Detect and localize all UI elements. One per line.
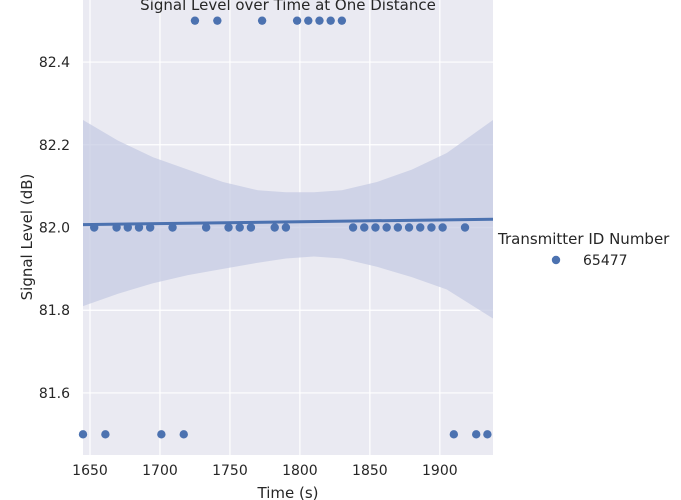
data-point: [224, 223, 233, 232]
confidence-band: [83, 120, 493, 319]
data-point: [449, 430, 459, 439]
data-point: [168, 223, 177, 232]
data-point: [304, 16, 313, 25]
data-point: [337, 16, 347, 25]
legend-title: Transmitter ID Number: [497, 230, 670, 248]
data-point: [89, 223, 99, 232]
data-point: [179, 430, 188, 439]
x-tick-label: 1750: [212, 463, 248, 479]
data-point: [145, 223, 155, 232]
x-tick-label: 1850: [352, 463, 388, 479]
data-point: [78, 430, 88, 439]
data-point: [416, 223, 425, 232]
data-point: [371, 223, 380, 232]
data-point: [190, 16, 200, 25]
data-point: [438, 223, 447, 232]
data-point: [382, 223, 391, 232]
legend-entry-65477: 65477: [583, 253, 628, 269]
data-point: [270, 223, 279, 232]
x-tick-label: 1900: [422, 463, 458, 479]
data-point: [360, 223, 369, 232]
data-point: [404, 223, 414, 232]
x-tick-label: 1800: [282, 463, 318, 479]
data-point: [157, 430, 166, 439]
y-axis-label: Signal Level (dB): [18, 174, 36, 301]
data-point: [348, 223, 358, 232]
x-tick-label: 1700: [142, 463, 178, 479]
data-point: [483, 430, 492, 439]
data-point: [257, 16, 267, 25]
y-tick-label: 82.2: [39, 138, 70, 154]
data-point: [292, 16, 302, 25]
y-tick-label: 81.6: [39, 386, 70, 402]
data-point: [326, 16, 335, 25]
data-point: [235, 223, 244, 232]
y-tick-label: 81.8: [39, 303, 70, 319]
data-points: [78, 16, 492, 439]
data-point: [201, 223, 211, 232]
legend-marker: [551, 255, 561, 265]
y-tick-label: 82.4: [39, 55, 70, 71]
data-point: [281, 223, 291, 232]
data-point: [101, 430, 110, 439]
x-axis-label: Time (s): [257, 484, 319, 500]
data-point: [472, 430, 481, 439]
confidence-band-area: [83, 120, 493, 319]
y-tick-label: 82.0: [39, 221, 70, 237]
y-tick-labels: 81.6 81.8 82.0 82.2 82.4: [39, 55, 70, 402]
x-tick-label: 1650: [72, 463, 108, 479]
data-point: [246, 223, 256, 232]
data-point: [315, 16, 324, 25]
data-point: [112, 223, 121, 232]
data-point: [213, 16, 222, 25]
data-point: [427, 223, 436, 232]
data-point: [123, 223, 132, 232]
x-tick-labels: 1650 1700 1750 1800 1850 1900: [72, 463, 457, 479]
data-point: [393, 223, 403, 232]
chart-title: Signal Level over Time at One Distance: [140, 0, 436, 14]
legend: Transmitter ID Number 65477: [497, 230, 670, 269]
data-point: [134, 223, 144, 232]
data-point: [460, 223, 470, 232]
